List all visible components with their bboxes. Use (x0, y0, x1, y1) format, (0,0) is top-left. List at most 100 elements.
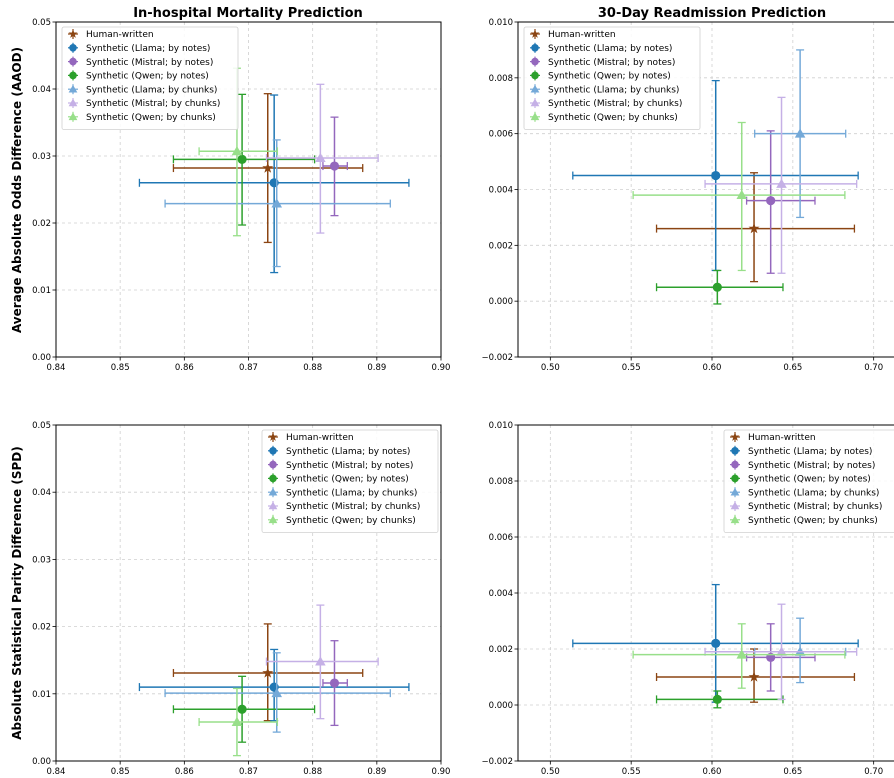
legend-entry: Synthetic (Mistral; by chunks) (730, 501, 882, 512)
legend-entry: Synthetic (Mistral; by chunks) (530, 98, 682, 109)
x-tick-label: 0.89 (367, 767, 386, 777)
legend-label: Synthetic (Qwen; by chunks) (748, 516, 878, 526)
y-tick-label: 0.006 (489, 533, 513, 543)
legend-entry: Synthetic (Llama; by notes) (530, 42, 672, 54)
legend-marker (531, 57, 539, 66)
row-top-ylabel: Average Absolute Odds Difference (AAOD) (10, 47, 24, 333)
series-3-point (322, 640, 348, 727)
legend-marker (269, 460, 277, 469)
legend: Human-written Synthetic (Llama; by notes)… (261, 429, 439, 533)
x-tick-label: 0.89 (367, 363, 386, 373)
series-5-point (164, 139, 391, 268)
series-5-point (754, 49, 847, 219)
legend-entry: Synthetic (Mistral; by notes) (68, 56, 213, 68)
legend-label: Synthetic (Mistral; by chunks) (748, 502, 882, 512)
legend-marker (531, 44, 539, 52)
data-marker (712, 282, 722, 292)
legend-marker (730, 487, 740, 496)
legend-label: Synthetic (Llama; by notes) (286, 447, 410, 457)
data-marker (736, 649, 748, 659)
y-tick-label: 0.05 (32, 421, 51, 431)
legend-label: Synthetic (Llama; by chunks) (286, 488, 417, 498)
x-tick-label: 0.88 (303, 767, 322, 777)
x-tick-label: 0.60 (703, 767, 722, 777)
series-6-point (265, 604, 379, 720)
legend-marker (69, 44, 77, 52)
x-tick-label: 0.50 (541, 767, 560, 777)
legend-label: Synthetic (Qwen; by chunks) (548, 113, 678, 123)
legend-marker (268, 501, 278, 510)
x-tick-label: 0.85 (111, 363, 130, 373)
legend-label: Synthetic (Llama; by notes) (548, 44, 672, 54)
legend-entry: Synthetic (Llama; by notes) (730, 445, 872, 457)
legend-label: Synthetic (Mistral; by chunks) (86, 99, 220, 109)
data-marker (315, 152, 326, 162)
data-marker (329, 678, 340, 688)
legend-entry: Synthetic (Qwen; by chunks) (68, 111, 216, 123)
y-tick-label: 0.00 (32, 353, 51, 363)
legend-label: Synthetic (Qwen; by notes) (86, 72, 209, 82)
legend-marker (731, 460, 739, 469)
x-tick-label: 0.84 (47, 363, 66, 373)
legend-entry: Synthetic (Llama; by chunks) (268, 487, 417, 498)
legend-entry: Synthetic (Llama; by chunks) (530, 84, 679, 95)
legend-marker (530, 84, 540, 93)
data-marker (237, 154, 247, 164)
legend-label: Synthetic (Mistral; by chunks) (286, 502, 420, 512)
legend-entry: Human-written (268, 432, 354, 443)
data-marker (736, 189, 748, 200)
y-tick-label: 0.01 (32, 690, 51, 700)
data-marker (237, 704, 247, 714)
data-marker (776, 178, 787, 188)
x-tick-label: 0.86 (175, 363, 194, 373)
data-marker (794, 128, 806, 138)
legend-label: Human-written (548, 30, 616, 40)
y-tick-label: 0.000 (489, 297, 513, 307)
legend-marker (68, 84, 78, 93)
legend-marker (269, 447, 277, 455)
legend-marker (530, 98, 540, 107)
legend-box (61, 26, 239, 130)
legend-label: Human-written (748, 433, 816, 443)
y-tick-label: 0.010 (489, 18, 513, 28)
legend-entry: Human-written (530, 29, 616, 40)
legend-entry: Synthetic (Qwen; by chunks) (730, 514, 878, 526)
legend-marker (68, 112, 78, 121)
legend-marker (268, 432, 278, 441)
y-tick-label: 0.004 (489, 589, 513, 599)
legend-entry: Human-written (68, 29, 154, 40)
legend-label: Synthetic (Llama; by chunks) (748, 488, 879, 498)
x-tick-label: 0.55 (622, 767, 641, 777)
legend-marker (731, 474, 739, 483)
legend-entry: Synthetic (Qwen; by notes) (68, 70, 209, 82)
data-marker (711, 638, 721, 649)
panel-1: 0.84 0.85 0.86 0.87 0.88 0.89 0.90 0.00 0.01 0.02… (32, 18, 450, 373)
series-6-point (704, 96, 858, 274)
x-tick-label: 0.86 (175, 767, 194, 777)
legend-marker (68, 29, 78, 38)
y-tick-label: 0.01 (32, 286, 51, 296)
col-right-title: 30-Day Readmission Prediction (598, 6, 826, 21)
data-marker (262, 162, 274, 173)
legend: Human-written Synthetic (Llama; by notes)… (523, 26, 701, 130)
legend-label: Synthetic (Qwen; by chunks) (86, 113, 216, 123)
legend-entry: Synthetic (Llama; by chunks) (730, 487, 879, 498)
legend-entry: Synthetic (Qwen; by chunks) (530, 111, 678, 123)
legend-marker (530, 29, 540, 38)
legend-label: Synthetic (Mistral; by notes) (748, 461, 875, 471)
legend: Human-written Synthetic (Llama; by notes)… (723, 429, 894, 533)
legend-box (523, 26, 701, 130)
x-tick-label: 0.65 (783, 363, 802, 373)
legend: Human-written Synthetic (Llama; by notes)… (61, 26, 239, 130)
x-tick-label: 0.70 (864, 767, 883, 777)
y-tick-label: 0.04 (32, 488, 51, 498)
legend-marker (531, 71, 539, 80)
y-tick-label: −0.002 (482, 353, 513, 363)
x-tick-label: 0.65 (783, 767, 802, 777)
y-tick-label: 0.00 (32, 757, 51, 767)
legend-marker (268, 487, 278, 496)
x-tick-label: 0.87 (239, 767, 258, 777)
legend-label: Synthetic (Mistral; by notes) (548, 58, 675, 68)
x-tick-label: 0.60 (703, 363, 722, 373)
x-tick-label: 0.84 (47, 767, 66, 777)
